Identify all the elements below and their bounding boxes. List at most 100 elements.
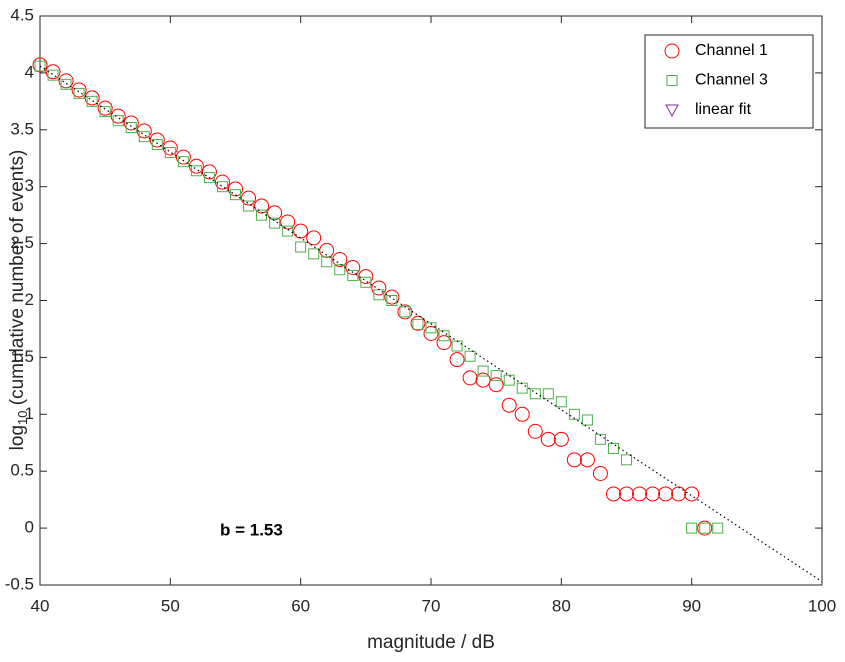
point: [216, 181, 228, 193]
x-tick-label: 60: [291, 596, 310, 615]
point: [162, 140, 178, 156]
y-tick-label: 4: [25, 62, 34, 81]
point: [293, 223, 309, 239]
point: [319, 242, 335, 258]
point: [632, 486, 648, 502]
y-title-base: log: [7, 425, 28, 450]
point: [243, 200, 255, 212]
point: [138, 131, 150, 143]
point: [228, 181, 243, 197]
point: [464, 350, 476, 362]
point: [123, 115, 139, 131]
point: [34, 60, 46, 72]
x-tick-label: 40: [31, 596, 50, 615]
point: [321, 256, 333, 268]
point: [579, 452, 595, 468]
point: [425, 322, 437, 334]
point: [306, 230, 322, 246]
point: [177, 156, 189, 168]
point: [568, 408, 580, 420]
point: [175, 149, 191, 165]
legend-box: [644, 34, 814, 129]
point: [592, 465, 608, 481]
y-axis-title: log10 (cumulative number of events): [7, 150, 30, 451]
point: [371, 280, 387, 296]
point: [267, 205, 283, 221]
y-tick-label: -0.5: [5, 574, 34, 593]
point: [621, 454, 632, 466]
point: [308, 248, 320, 260]
point: [110, 108, 126, 124]
point: [60, 78, 72, 90]
point: [594, 433, 606, 445]
point: [553, 431, 569, 447]
point: [619, 486, 634, 502]
point: [136, 123, 152, 139]
point: [686, 522, 698, 534]
point: [86, 95, 98, 107]
y-tick-label: 0.5: [10, 461, 34, 480]
point: [345, 259, 361, 275]
point: [516, 382, 528, 394]
point: [423, 326, 439, 342]
point: [164, 147, 176, 159]
x-tick-label: 70: [422, 596, 441, 615]
point: [386, 295, 398, 306]
y-tick-label: 3: [25, 176, 34, 195]
point: [332, 252, 348, 268]
legend-label: Channel 3: [695, 72, 768, 89]
x-tick-label: 90: [682, 596, 701, 615]
point: [436, 335, 452, 351]
legend-marker: [664, 43, 680, 59]
point: [605, 486, 621, 502]
point: [438, 330, 450, 342]
point: [241, 190, 257, 206]
x-tick-label: 100: [808, 596, 836, 615]
legend-label: Channel 1: [695, 42, 768, 59]
point: [475, 372, 491, 388]
point: [84, 90, 100, 106]
y-title-rest: (cumulative number of events): [7, 150, 28, 411]
y-tick-label: 2.5: [10, 233, 34, 252]
y-tick-label: 4.5: [10, 5, 34, 24]
point: [581, 414, 593, 426]
point: [282, 225, 294, 237]
point: [280, 214, 296, 230]
point: [410, 315, 426, 331]
annotation: b = 1.53: [220, 520, 283, 539]
point: [542, 388, 554, 400]
point: [334, 264, 346, 276]
point: [501, 397, 517, 413]
point: [73, 87, 85, 99]
point: [99, 106, 111, 118]
point: [347, 269, 359, 281]
point: [490, 370, 502, 382]
point: [188, 158, 204, 174]
point: [151, 139, 163, 151]
point: [412, 318, 424, 330]
legend-label: linear fit: [695, 101, 752, 118]
y-tick-label: 1: [25, 404, 34, 423]
point: [384, 289, 400, 305]
point: [97, 100, 113, 116]
point: [201, 164, 217, 180]
point: [503, 374, 515, 386]
point: [32, 57, 48, 73]
point: [514, 406, 530, 422]
point: [203, 172, 215, 184]
point: [529, 388, 541, 400]
point: [214, 174, 230, 190]
point: [462, 370, 478, 386]
point: [699, 522, 711, 534]
point: [607, 442, 619, 454]
point: [58, 73, 74, 89]
x-tick-label: 50: [161, 596, 180, 615]
point: [125, 122, 137, 134]
point: [449, 352, 465, 368]
x-axis-title: magnitude / dB: [367, 632, 495, 653]
legend-marker: [666, 75, 678, 86]
point: [358, 269, 374, 285]
y-tick-label: 3.5: [10, 119, 34, 138]
y-tick-label: 1.5: [10, 347, 34, 366]
